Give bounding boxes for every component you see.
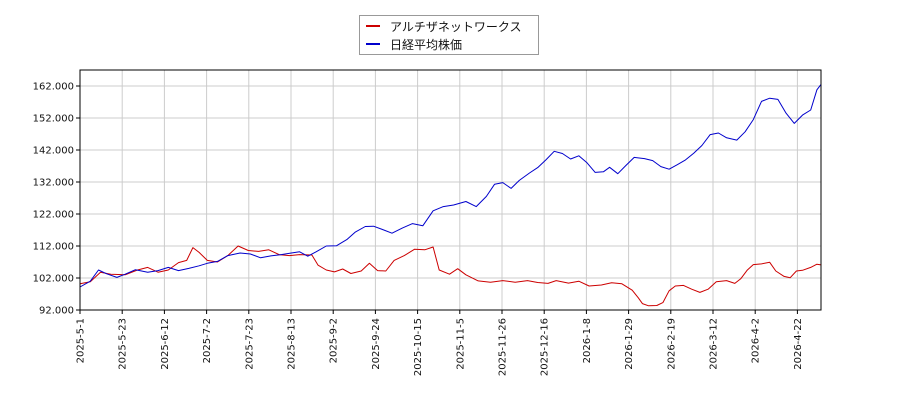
x-tick-label: 2025-9-24 [371, 318, 382, 370]
x-tick-label: 2026-4-2 [751, 318, 762, 363]
x-tick-label: 2025-7-2 [202, 318, 213, 363]
grid-lines [79, 70, 821, 311]
legend: アルチザネットワークス 日経平均株価 [359, 15, 539, 55]
x-tick-label: 2025-12-16 [540, 318, 551, 376]
series-line-artiza [79, 245, 822, 307]
plot-frame [79, 69, 822, 311]
x-axis: 2025-5-1 2025-5-23 2025-6-12 2025-7-2 2025-7… [76, 310, 804, 376]
x-tick-label: 2026-2-19 [666, 318, 677, 370]
x-tick-label: 2025-11-5 [455, 318, 466, 370]
legend-swatch-blue [366, 43, 380, 45]
legend-label-artiza: アルチザネットワークス [390, 19, 522, 34]
legend-swatch-red [366, 25, 380, 27]
legend-item-nikkei: 日経平均株価 [366, 36, 462, 52]
x-tick-label: 2026-1-29 [624, 318, 635, 370]
x-tick-label: 2025-7-23 [244, 318, 255, 370]
y-tick-label: 92.000 [39, 306, 74, 317]
series-group [79, 84, 822, 307]
legend-item-artiza: アルチザネットワークス [366, 18, 522, 34]
y-tick-label: 152.000 [33, 114, 74, 125]
series-line-nikkei [79, 84, 822, 288]
x-tick-label: 2025-9-2 [329, 318, 340, 363]
x-tick-label: 2026-1-8 [582, 318, 593, 363]
y-tick-label: 132.000 [33, 178, 74, 189]
x-tick-label: 2026-3-12 [709, 318, 720, 370]
y-tick-label: 162.000 [33, 82, 74, 93]
x-tick-label: 2025-8-13 [287, 318, 298, 370]
x-tick-label: 2025-5-23 [118, 318, 129, 370]
y-axis: 92.000 102.000 112.000 122.000 132.000 142.00… [33, 82, 80, 317]
x-tick-label: 2026-4-22 [793, 318, 804, 370]
y-tick-label: 122.000 [33, 210, 74, 221]
legend-label-nikkei: 日経平均株価 [390, 37, 463, 52]
x-tick-label: 2025-11-26 [498, 318, 509, 376]
y-tick-label: 112.000 [33, 242, 74, 253]
y-tick-label: 142.000 [33, 146, 74, 157]
x-tick-label: 2025-6-12 [160, 318, 171, 370]
x-tick-label: 2025-10-15 [413, 318, 424, 376]
x-tick-label: 2025-5-1 [76, 318, 87, 363]
y-tick-label: 102.000 [33, 274, 74, 285]
